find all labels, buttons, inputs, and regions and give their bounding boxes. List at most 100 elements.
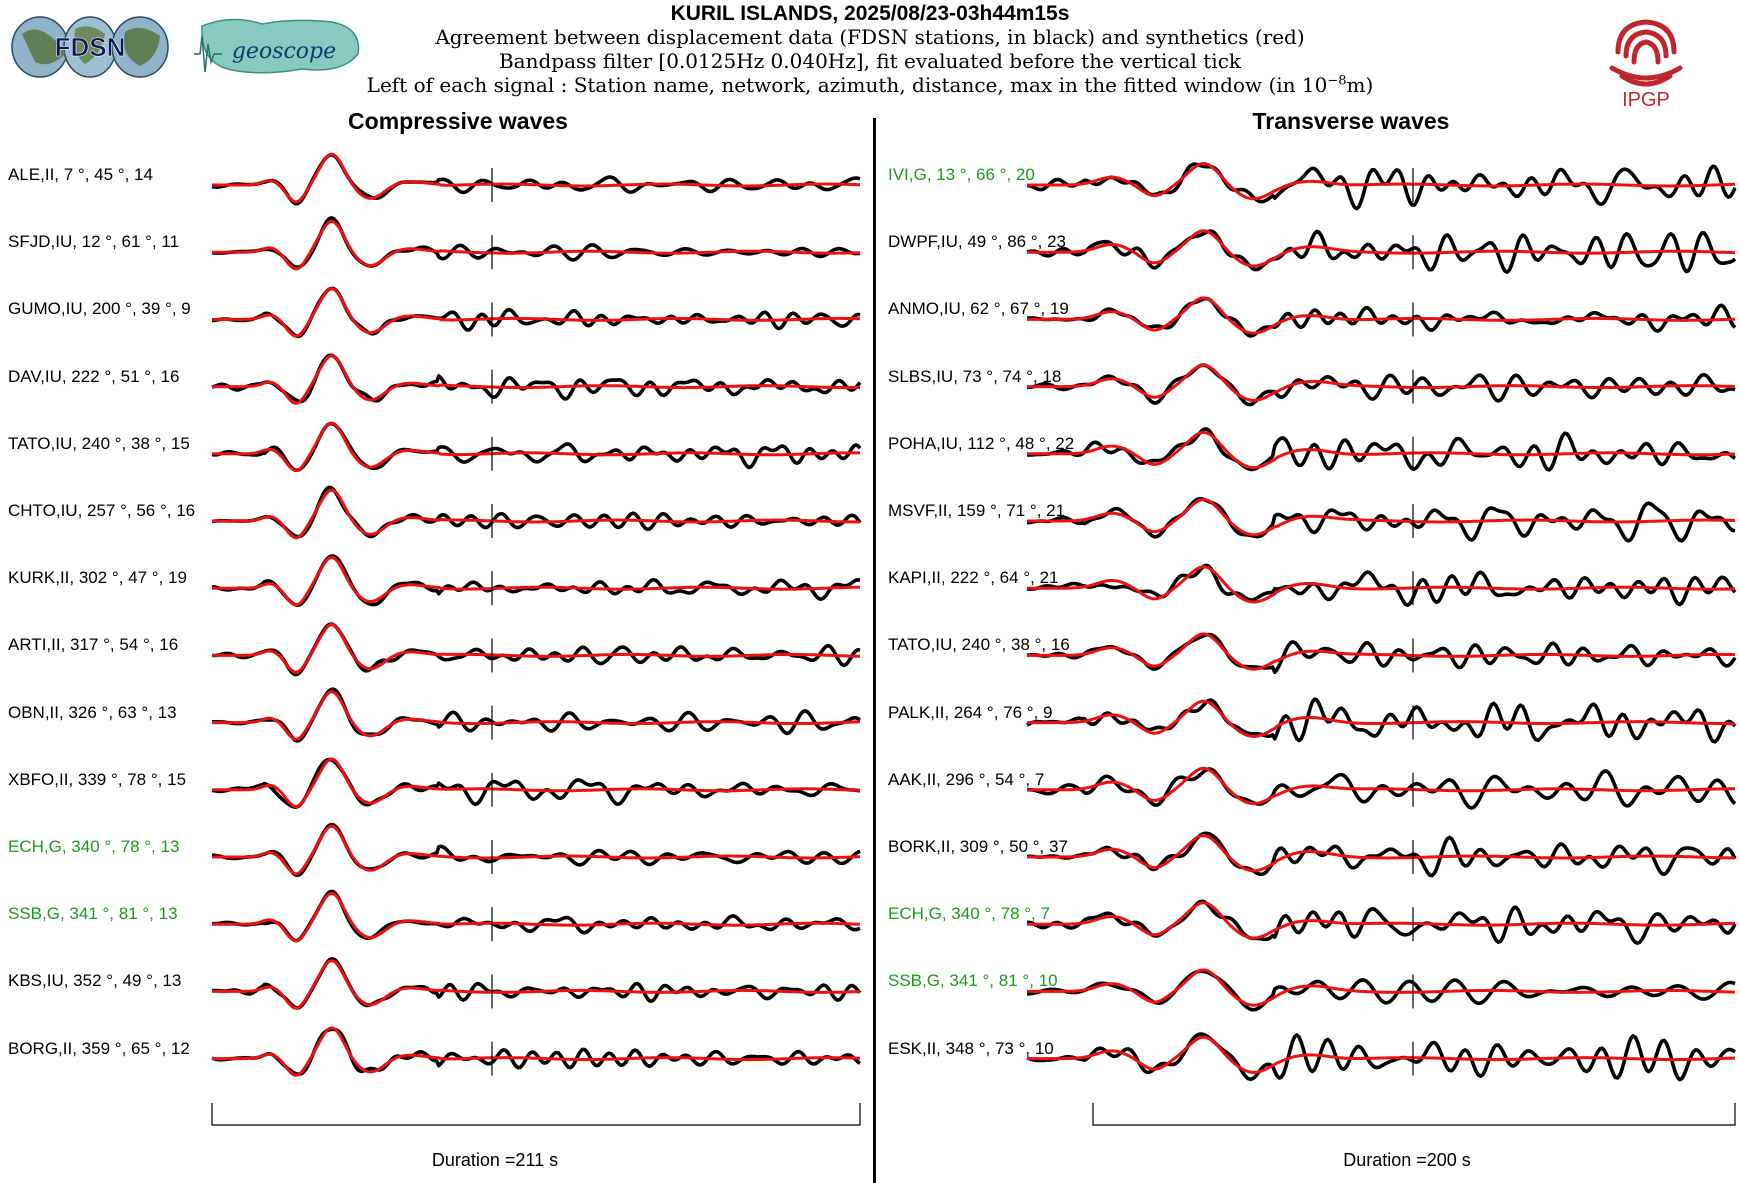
fdsn-logo: FDSN bbox=[11, 16, 169, 78]
station-label: KAPI,II, 222 °, 64 °, 21 bbox=[888, 568, 1059, 588]
synthetic-trace-7 bbox=[1027, 632, 1736, 671]
data-trace-6 bbox=[1026, 563, 1737, 607]
transverse-panel bbox=[1026, 162, 1737, 1126]
synthetic-trace-3 bbox=[212, 354, 861, 405]
data-trace-9 bbox=[211, 757, 861, 809]
duration-bracket bbox=[1092, 1103, 1736, 1126]
station-label: DAV,IU, 222 °, 51 °, 16 bbox=[8, 366, 180, 386]
station-label: ECH,G, 340 °, 78 °, 7 bbox=[888, 904, 1050, 924]
geoscope-logo-text: geoscope bbox=[232, 39, 336, 64]
data-trace-4 bbox=[1027, 427, 1736, 472]
station-label: SSB,G, 341 °, 81 °, 10 bbox=[888, 971, 1058, 991]
subtitle-line-3-exponent: −8 bbox=[1327, 73, 1347, 89]
data-trace-4 bbox=[211, 421, 862, 472]
data-trace-10 bbox=[1026, 831, 1737, 878]
station-label: TATO,IU, 240 °, 38 °, 15 bbox=[8, 433, 190, 453]
subtitle-line-3-suffix: m) bbox=[1346, 73, 1374, 97]
station-label: KBS,IU, 352 °, 49 °, 13 bbox=[8, 971, 182, 991]
station-label: ECH,G, 340 °, 78 °, 13 bbox=[8, 837, 180, 856]
synthetic-trace-12 bbox=[212, 959, 861, 1010]
synthetic-trace-13 bbox=[1027, 1035, 1735, 1074]
data-trace-0 bbox=[211, 153, 861, 206]
subtitle-line-3-prefix: Left of each signal : Station name, netw… bbox=[366, 73, 1328, 97]
synthetic-trace-4 bbox=[1027, 430, 1736, 470]
synthetic-trace-9 bbox=[212, 757, 860, 808]
station-label: BORG,II, 359 °, 65 °, 12 bbox=[8, 1038, 190, 1058]
data-trace-13 bbox=[1026, 1032, 1736, 1082]
subtitle-line-2: Bandpass filter [0.0125Hz 0.040Hz], fit … bbox=[498, 49, 1242, 73]
ipgp-logo: IPGP bbox=[1609, 19, 1683, 110]
station-label: DWPF,IU, 49 °, 86 °, 23 bbox=[888, 232, 1066, 252]
synthetic-trace-6 bbox=[1027, 565, 1735, 604]
station-label: IVI,G, 13 °, 66 °, 20 bbox=[888, 165, 1035, 184]
data-trace-10 bbox=[211, 822, 861, 878]
station-label: ESK,II, 348 °, 73 °, 10 bbox=[888, 1038, 1054, 1058]
data-trace-6 bbox=[211, 554, 861, 608]
data-trace-5 bbox=[211, 485, 862, 539]
synthetic-trace-6 bbox=[212, 555, 860, 607]
data-trace-12 bbox=[1027, 969, 1736, 1012]
data-trace-1 bbox=[211, 216, 861, 270]
synthetic-trace-11 bbox=[212, 891, 861, 943]
panel-divider bbox=[873, 118, 876, 1183]
synthetic-trace-0 bbox=[1027, 162, 1736, 201]
synthetic-trace-9 bbox=[1027, 766, 1735, 806]
synthetic-trace-10 bbox=[212, 824, 860, 876]
data-trace-7 bbox=[212, 622, 861, 677]
station-label: ALE,II, 7 °, 45 °, 14 bbox=[8, 165, 153, 184]
compressive-panel bbox=[211, 152, 862, 1126]
data-trace-8 bbox=[212, 687, 862, 743]
synthetic-trace-5 bbox=[212, 488, 860, 540]
station-label: ANMO,IU, 62 °, 67 °, 19 bbox=[888, 299, 1069, 319]
station-label: XBFO,II, 339 °, 78 °, 15 bbox=[8, 769, 187, 789]
synthetic-trace-8 bbox=[212, 690, 860, 741]
synthetic-trace-11 bbox=[1027, 901, 1736, 940]
station-label: KURK,II, 302 °, 47 °, 19 bbox=[8, 568, 187, 588]
synthetic-trace-10 bbox=[1027, 834, 1735, 873]
station-label: ARTI,II, 317 °, 54 °, 16 bbox=[8, 635, 179, 655]
synthetic-trace-2 bbox=[1027, 296, 1735, 335]
panel-title-transverse: Transverse waves bbox=[1252, 108, 1450, 134]
data-trace-11 bbox=[1027, 899, 1737, 945]
data-trace-12 bbox=[211, 957, 862, 1010]
station-label: SFJD,IU, 12 °, 61 °, 11 bbox=[8, 232, 180, 252]
synthetic-trace-0 bbox=[212, 152, 861, 204]
synthetic-trace-5 bbox=[1027, 498, 1735, 537]
data-trace-2 bbox=[211, 286, 861, 339]
data-trace-3 bbox=[211, 353, 862, 404]
station-label: BORK,II, 309 °, 50 °, 37 bbox=[888, 837, 1068, 856]
station-label: SSB,G, 341 °, 81 °, 13 bbox=[8, 904, 178, 924]
ipgp-logo-text: IPGP bbox=[1622, 89, 1670, 110]
synthetic-trace-7 bbox=[212, 623, 861, 674]
synthetic-trace-13 bbox=[212, 1026, 860, 1077]
data-trace-11 bbox=[211, 889, 861, 943]
duration-label-transverse: Duration =200 s bbox=[1343, 1150, 1471, 1170]
station-label: MSVF,II, 159 °, 71 °, 21 bbox=[888, 501, 1066, 520]
panel-title-compressive: Compressive waves bbox=[348, 108, 568, 134]
data-trace-13 bbox=[211, 1027, 862, 1077]
station-label: OBN,II, 326 °, 63 °, 13 bbox=[8, 702, 177, 722]
station-label: PALK,II, 264 °, 76 °, 9 bbox=[888, 702, 1053, 722]
figure-title: KURIL ISLANDS, 2025/08/23-03h44m15s bbox=[670, 2, 1070, 25]
synthetic-trace-8 bbox=[1027, 699, 1735, 738]
synthetic-trace-1 bbox=[212, 219, 860, 271]
synthetic-trace-2 bbox=[212, 287, 860, 338]
synthetic-trace-1 bbox=[1027, 229, 1736, 268]
synthetic-trace-12 bbox=[1027, 968, 1735, 1007]
station-label: CHTO,IU, 257 °, 56 °, 16 bbox=[8, 501, 196, 520]
geoscope-logo: geoscope bbox=[194, 18, 360, 74]
fdsn-logo-text: FDSN bbox=[55, 32, 126, 62]
station-label: SLBS,IU, 73 °, 74 °, 18 bbox=[888, 366, 1062, 386]
duration-label-compressive: Duration =211 s bbox=[431, 1150, 559, 1170]
data-trace-1 bbox=[1026, 229, 1737, 274]
data-trace-0 bbox=[1026, 162, 1737, 211]
data-trace-2 bbox=[1026, 296, 1737, 338]
synthetic-trace-3 bbox=[1027, 363, 1736, 402]
synthetic-trace-4 bbox=[212, 421, 860, 472]
subtitle-line-3: Left of each signal : Station name, netw… bbox=[0, 73, 1740, 97]
station-label: GUMO,IU, 200 °, 39 °, 9 bbox=[8, 299, 191, 319]
duration-bracket bbox=[211, 1103, 861, 1126]
station-label: AAK,II, 296 °, 54 °, 7 bbox=[888, 769, 1045, 789]
subtitle-line-1: Agreement between displacement data (FDS… bbox=[435, 25, 1305, 49]
